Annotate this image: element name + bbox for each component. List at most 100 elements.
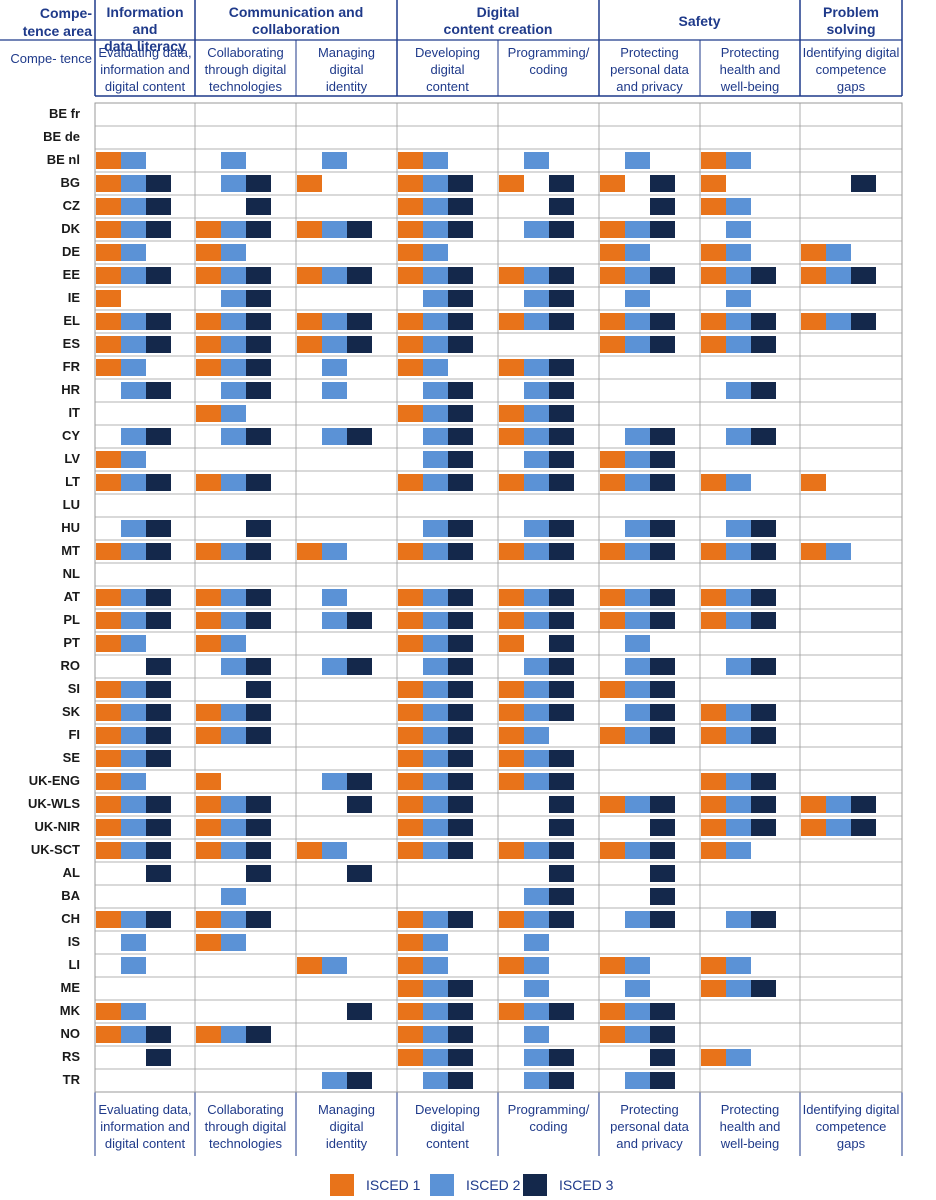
isced-1-mark [600, 1026, 625, 1043]
isced-2-mark [423, 842, 448, 859]
isced-2-mark [524, 589, 549, 606]
isced-2-mark [423, 980, 448, 997]
isced-3-mark [246, 290, 271, 307]
isced-3-mark [146, 704, 171, 721]
country-label: LI [68, 957, 80, 972]
isced-3-mark [347, 658, 372, 675]
isced-2-mark [423, 658, 448, 675]
isced-3-mark [448, 1003, 473, 1020]
legend-swatch [523, 1174, 547, 1196]
isced-1-mark [801, 244, 826, 261]
isced-1-mark [398, 750, 423, 767]
isced-2-mark [726, 796, 751, 813]
isced-3-mark [146, 911, 171, 928]
country-label: FR [62, 359, 80, 374]
competence-footer-3: Developing digital content [414, 1102, 481, 1151]
isced-1-mark [96, 359, 121, 376]
isced-2-mark [221, 934, 246, 951]
isced-2-mark [121, 796, 146, 813]
country-label: BE nl [46, 152, 80, 167]
isced-3-mark [146, 198, 171, 215]
isced-3-mark [650, 796, 675, 813]
isced-2-mark [221, 359, 246, 376]
country-label: BE de [43, 129, 80, 144]
isced-1-mark [398, 336, 423, 353]
country-label: UK-NIR [34, 819, 81, 834]
isced-3-mark [347, 267, 372, 284]
competence-header-0: Evaluating data, information and digital… [98, 45, 192, 94]
isced-2-mark [322, 359, 347, 376]
country-label: LV [64, 451, 80, 466]
isced-1-mark [499, 1003, 524, 1020]
isced-3-mark [448, 520, 473, 537]
isced-3-mark [448, 980, 473, 997]
country-label: NO [60, 1026, 81, 1041]
isced-2-mark [423, 750, 448, 767]
isced-3-mark [549, 612, 574, 629]
isced-2-mark [423, 727, 448, 744]
isced-1-mark [398, 175, 423, 192]
country-label: CY [61, 428, 80, 443]
isced-2-mark [625, 681, 650, 698]
isced-3-mark [751, 267, 776, 284]
isced-1-mark [801, 796, 826, 813]
isced-2-mark [121, 267, 146, 284]
country-label: BA [61, 888, 80, 903]
isced-3-mark [448, 681, 473, 698]
isced-3-mark [549, 911, 574, 928]
isced-1-mark [96, 1003, 121, 1020]
isced-1-mark [398, 221, 423, 238]
isced-3-mark [448, 474, 473, 491]
isced-3-mark [549, 313, 574, 330]
isced-3-mark [246, 520, 271, 537]
isced-3-mark [146, 589, 171, 606]
isced-3-mark [650, 198, 675, 215]
isced-1-mark [196, 842, 221, 859]
isced-2-mark [524, 543, 549, 560]
isced-3-mark [650, 1049, 675, 1066]
isced-3-mark [246, 175, 271, 192]
isced-3-mark [549, 819, 574, 836]
isced-3-mark [549, 474, 574, 491]
isced-2-mark [121, 313, 146, 330]
isced-1-mark [398, 589, 423, 606]
isced-3-mark [347, 1072, 372, 1089]
isced-1-mark [600, 267, 625, 284]
isced-1-mark [196, 612, 221, 629]
isced-3-mark [347, 221, 372, 238]
isced-1-mark [96, 635, 121, 652]
isced-3-mark [146, 382, 171, 399]
isced-3-mark [549, 428, 574, 445]
isced-1-mark [801, 267, 826, 284]
isced-3-mark [851, 267, 876, 284]
isced-1-mark [499, 635, 524, 652]
competence-area-label: Compe- tence area [22, 5, 92, 39]
isced-2-mark [121, 934, 146, 951]
isced-2-mark [221, 474, 246, 491]
isced-2-mark [625, 336, 650, 353]
isced-1-mark [96, 796, 121, 813]
isced-3-mark [549, 359, 574, 376]
isced-1-mark [96, 336, 121, 353]
isced-2-mark [423, 635, 448, 652]
isced-2-mark [524, 152, 549, 169]
isced-2-mark [423, 773, 448, 790]
isced-1-mark [801, 313, 826, 330]
country-label: SI [67, 681, 80, 696]
isced-3-mark [347, 796, 372, 813]
legend-swatch [430, 1174, 454, 1196]
isced-2-mark [726, 612, 751, 629]
isced-2-mark [121, 451, 146, 468]
isced-2-mark [121, 819, 146, 836]
isced-3-mark [146, 175, 171, 192]
isced-2-mark [625, 842, 650, 859]
isced-3-mark [549, 267, 574, 284]
isced-1-mark [398, 405, 423, 422]
isced-3-mark [146, 1026, 171, 1043]
isced-1-mark [398, 727, 423, 744]
country-label: HR [61, 382, 80, 397]
isced-3-mark [448, 773, 473, 790]
isced-1-mark [701, 773, 726, 790]
isced-1-mark [398, 267, 423, 284]
isced-1-mark [196, 727, 221, 744]
